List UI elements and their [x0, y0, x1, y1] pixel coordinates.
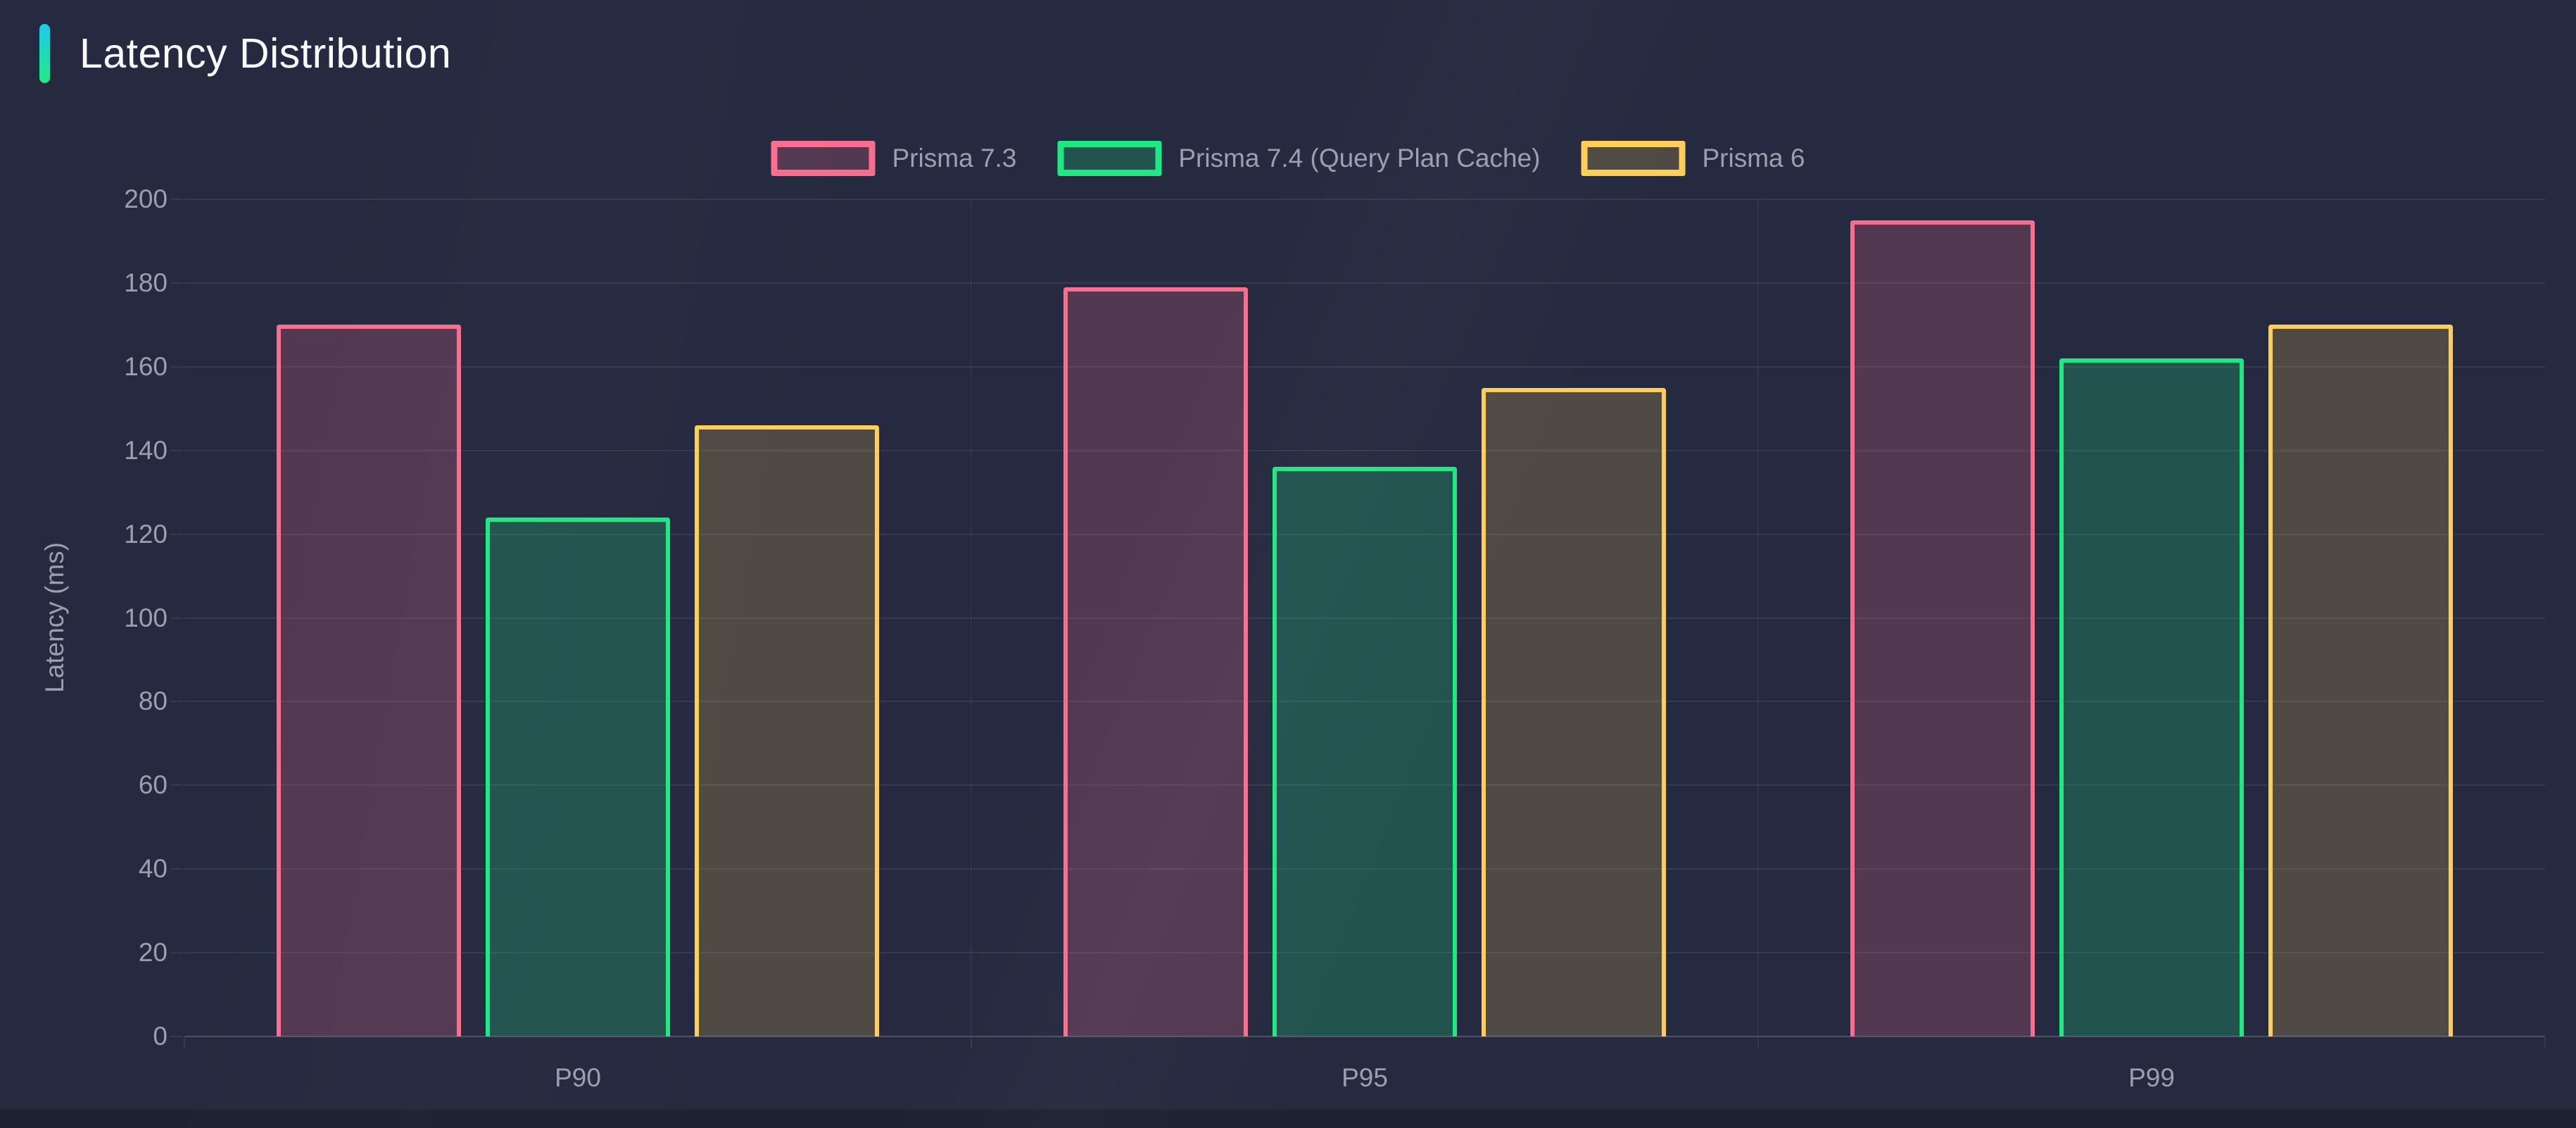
y-gridline	[184, 533, 2545, 535]
legend-swatch-icon	[771, 141, 876, 176]
y-gridline	[184, 868, 2545, 870]
y-tick-label: 200	[124, 184, 168, 213]
y-tick-label: 60	[138, 770, 168, 800]
y-gridline	[184, 282, 2545, 284]
y-tick-mark	[170, 617, 183, 619]
y-gridline	[184, 365, 2545, 368]
legend-item-0[interactable]: Prisma 7.3	[771, 141, 1017, 176]
bar-p95-series-0[interactable]	[1063, 287, 1249, 1036]
y-gridline	[184, 784, 2545, 787]
x-category-label: P99	[2128, 1063, 2175, 1092]
y-tick-label: 20	[138, 938, 168, 967]
y-tick-label: 100	[124, 603, 168, 632]
x-gridline	[970, 199, 972, 1036]
y-tick-label: 0	[153, 1022, 168, 1051]
x-category-label: P95	[1341, 1063, 1388, 1092]
y-tick-mark	[170, 449, 183, 451]
y-tick-mark	[170, 1036, 183, 1037]
y-tick-mark	[170, 365, 183, 368]
bar-p95-series-2[interactable]	[1481, 387, 1666, 1036]
x-gridline	[1757, 199, 1759, 1036]
y-axis-tick-labels: 0 20 40 60 80 100 120 140 160 180 200	[0, 184, 168, 1051]
y-tick-mark	[170, 952, 183, 954]
x-tick-mark	[970, 1038, 972, 1048]
title-accent-bar	[39, 24, 50, 83]
y-tick-mark	[170, 282, 183, 284]
legend-item-2[interactable]: Prisma 6	[1581, 141, 1805, 176]
y-gridline	[184, 199, 2545, 200]
legend-swatch-icon	[1057, 141, 1162, 176]
y-gridline	[184, 952, 2545, 954]
plot-area	[170, 199, 2546, 1048]
y-tick-mark	[170, 868, 183, 870]
legend-item-1[interactable]: Prisma 7.4 (Query Plan Cache)	[1057, 141, 1540, 176]
legend-label: Prisma 7.4 (Query Plan Cache)	[1178, 144, 1541, 173]
bar-p99-series-2[interactable]	[2268, 325, 2453, 1036]
bar-p99-series-1[interactable]	[2059, 358, 2244, 1036]
y-gridline	[184, 701, 2545, 703]
y-tick-label: 80	[138, 687, 168, 716]
y-gridline	[184, 617, 2545, 619]
x-tick-mark	[2544, 1038, 2546, 1048]
page-title: Latency Distribution	[80, 30, 452, 77]
card-header: Latency Distribution	[39, 24, 451, 83]
y-tick-mark	[170, 199, 183, 200]
bar-p99-series-0[interactable]	[1850, 220, 2035, 1036]
bottom-edge-strip	[0, 1110, 2576, 1128]
x-tick-mark	[184, 1038, 185, 1048]
chart-legend: Prisma 7.3 Prisma 7.4 (Query Plan Cache) P…	[771, 141, 1805, 176]
x-axis-line	[184, 1036, 2545, 1037]
legend-label: Prisma 6	[1702, 144, 1805, 173]
bar-p95-series-1[interactable]	[1273, 467, 1457, 1036]
x-tick-mark	[1757, 1038, 1759, 1048]
y-tick-label: 160	[124, 351, 168, 381]
bar-p90-series-2[interactable]	[694, 425, 879, 1036]
y-tick-mark	[170, 701, 183, 703]
x-category-label: P90	[555, 1063, 601, 1092]
legend-label: Prisma 7.3	[892, 144, 1017, 173]
bar-p90-series-0[interactable]	[277, 325, 462, 1036]
y-tick-label: 180	[124, 268, 168, 297]
y-tick-label: 140	[124, 435, 168, 465]
legend-swatch-icon	[1581, 141, 1686, 176]
y-tick-label: 120	[124, 519, 168, 549]
y-axis-title: Latency (ms)	[40, 542, 69, 693]
y-tick-mark	[170, 533, 183, 535]
bar-p90-series-1[interactable]	[486, 517, 670, 1036]
y-tick-mark	[170, 784, 183, 787]
y-tick-label: 40	[138, 854, 168, 884]
y-gridline	[184, 449, 2545, 451]
